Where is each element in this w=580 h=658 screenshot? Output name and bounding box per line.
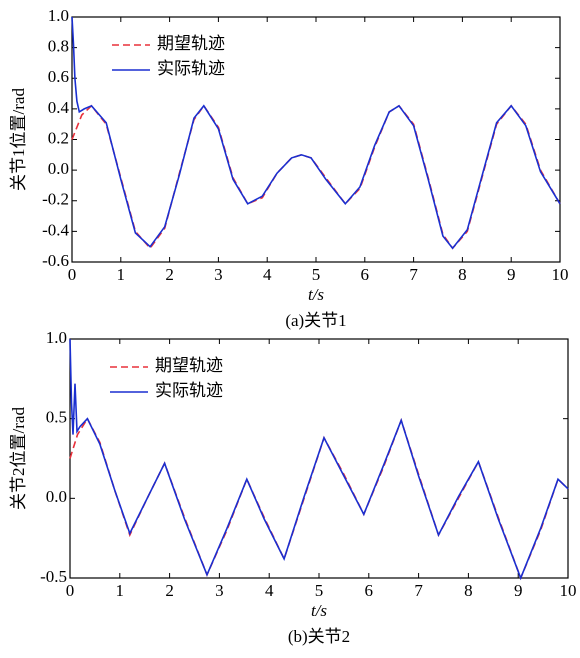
data-line xyxy=(69,417,569,581)
legend-label: 实际轨迹 xyxy=(157,59,225,78)
y-tick-label: -0.2 xyxy=(42,190,69,209)
x-tick-label: 7 xyxy=(409,265,418,284)
caption: (b)关节2 xyxy=(288,627,350,646)
x-tick-label: 4 xyxy=(263,265,272,284)
y-axis-label: 关节1位置/rad xyxy=(9,88,28,191)
x-tick-label: 3 xyxy=(215,581,224,600)
x-tick-label: 5 xyxy=(315,581,324,600)
x-tick-label: 2 xyxy=(165,265,174,284)
y-tick-label: 1.0 xyxy=(48,6,69,25)
x-tick-label: 8 xyxy=(458,265,467,284)
y-tick-label: 0.8 xyxy=(48,37,69,56)
legend-label: 实际轨迹 xyxy=(155,381,223,400)
x-tick-label: 5 xyxy=(312,265,321,284)
x-tick-label: 0 xyxy=(66,581,75,600)
x-tick-label: 10 xyxy=(560,581,577,600)
plot-frame xyxy=(71,16,561,263)
x-tick-label: 3 xyxy=(214,265,223,284)
subplot: -0.6 -0.4 -0.2 0.0 0.2 0.4 0.6 0.8 1.0 0 1 2 3 4 5 6 7 8 9… xyxy=(9,6,569,330)
legend-label: 期望轨迹 xyxy=(157,34,225,53)
x-tick-label: 8 xyxy=(464,581,473,600)
y-tick-label: -0.4 xyxy=(42,220,69,239)
x-tick-label: 7 xyxy=(414,581,423,600)
x-axis-label: t/s xyxy=(308,285,324,304)
data-line xyxy=(69,338,569,581)
x-tick-label: 6 xyxy=(365,581,374,600)
y-tick-label: -0.6 xyxy=(42,251,69,270)
x-tick-label: 0 xyxy=(68,265,77,284)
x-axis-label: t/s xyxy=(311,601,327,620)
y-tick-label: 0.4 xyxy=(48,98,70,117)
caption: (a)关节1 xyxy=(285,311,346,330)
data-line xyxy=(71,104,561,250)
y-tick-label: 0.0 xyxy=(48,159,69,178)
y-tick-label: 0.2 xyxy=(48,128,69,147)
x-tick-label: 9 xyxy=(507,265,516,284)
y-tick-label: 0.6 xyxy=(48,67,69,86)
x-tick-label: 10 xyxy=(552,265,569,284)
plot-frame xyxy=(69,338,569,579)
y-tick-label: 0.0 xyxy=(46,487,67,506)
x-tick-label: 2 xyxy=(165,581,174,600)
x-tick-label: 4 xyxy=(265,581,274,600)
x-tick-label: 6 xyxy=(361,265,370,284)
x-tick-label: 1 xyxy=(117,265,126,284)
y-tick-label: -0.5 xyxy=(40,567,67,586)
legend-label: 期望轨迹 xyxy=(155,356,223,375)
y-tick-label: 1.0 xyxy=(46,328,67,347)
x-tick-label: 9 xyxy=(514,581,523,600)
x-tick-label: 1 xyxy=(116,581,125,600)
y-axis-label: 关节2位置/rad xyxy=(9,407,28,510)
data-line xyxy=(71,16,561,250)
y-tick-label: 0.5 xyxy=(46,408,67,427)
